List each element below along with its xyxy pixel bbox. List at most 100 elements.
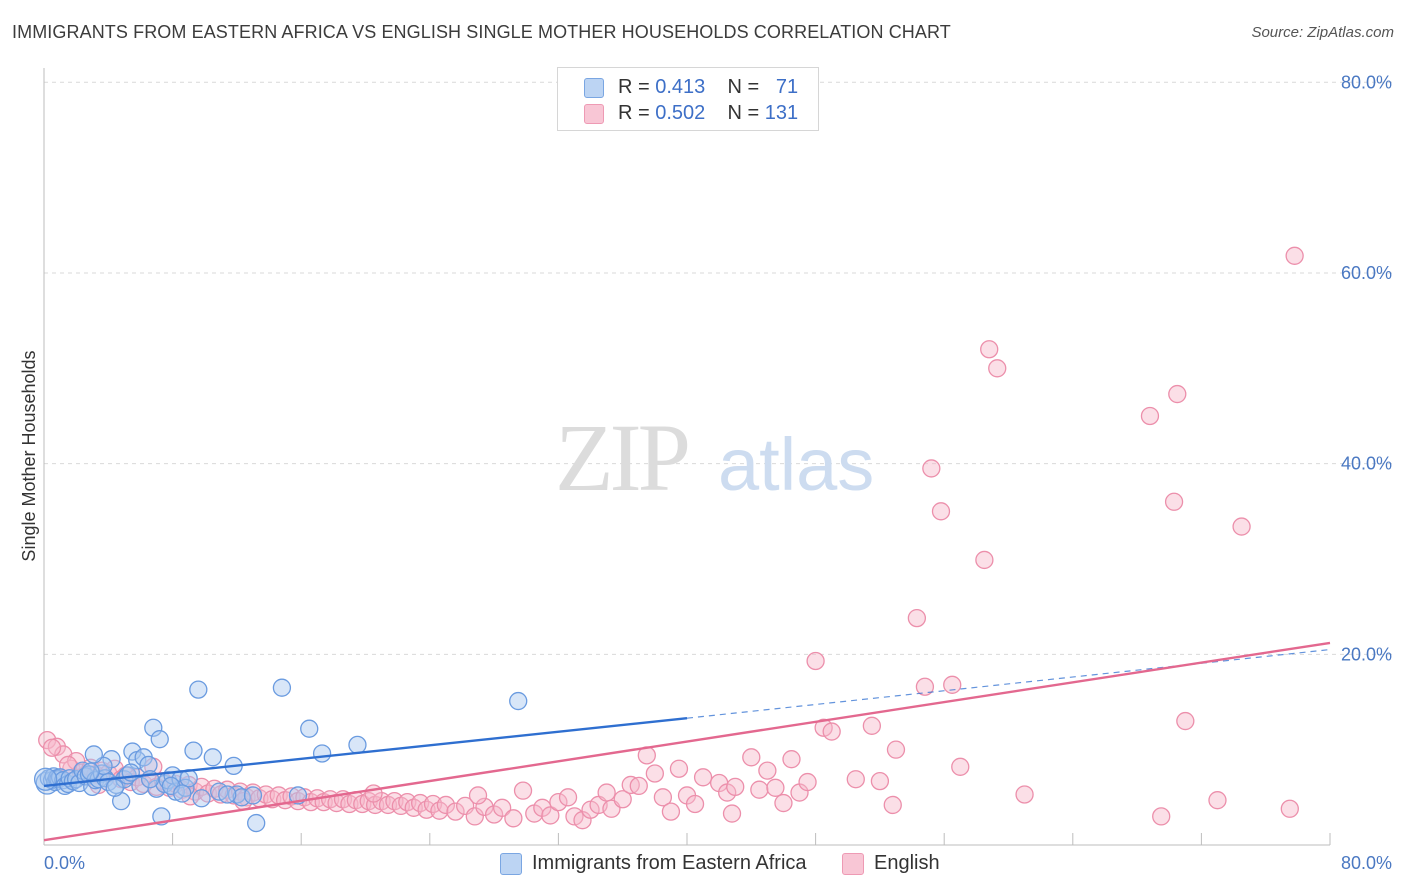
data-point-english	[693, 768, 713, 787]
series-english	[38, 246, 1304, 830]
data-point-english	[1152, 807, 1171, 826]
data-point-english	[436, 795, 456, 815]
data-point-english	[411, 793, 430, 813]
data-point-immigrants	[81, 762, 100, 781]
data-point-english	[886, 740, 906, 759]
data-point-immigrants	[218, 785, 237, 804]
y-axis-label: Single Mother Households	[19, 350, 39, 561]
data-point-english	[597, 783, 616, 802]
chart-title: IMMIGRANTS FROM EASTERN AFRICA VS ENGLIS…	[12, 22, 951, 42]
data-point-english	[549, 792, 568, 812]
grid-lines	[44, 81, 1392, 655]
data-point-english	[1285, 246, 1304, 265]
legend-r-value: 0.502	[655, 102, 706, 124]
data-point-english	[492, 798, 512, 817]
data-point-english	[870, 771, 890, 791]
data-point-english	[423, 794, 443, 814]
data-point-immigrants	[232, 788, 251, 807]
data-point-english	[782, 750, 801, 769]
data-point-english	[613, 790, 632, 809]
x-tick-label: 0.0%	[44, 853, 85, 873]
data-point-immigrants	[123, 742, 142, 761]
data-point-english	[1232, 517, 1251, 536]
axes	[43, 68, 1331, 846]
data-point-immigrants	[105, 778, 124, 797]
legend-label-pink: English	[874, 852, 940, 874]
tick-labels: 20.0% 40.0% 60.0% 80.0% 0.0% 80.0%	[44, 72, 1392, 873]
correlation-legend: R = 0.413 N = 71 R = 0.502 N = 131	[557, 67, 819, 131]
data-point-english	[931, 502, 951, 521]
data-point-english	[726, 777, 745, 796]
data-point-immigrants	[300, 719, 319, 738]
data-point-english	[846, 770, 865, 789]
data-point-english	[862, 716, 882, 735]
watermark-zip: ZIP	[555, 404, 688, 511]
y-tick-label: 80.0%	[1341, 72, 1392, 92]
legend-r-value: 0.413	[655, 76, 706, 98]
data-point-english	[1140, 406, 1160, 426]
data-point-english	[1176, 711, 1195, 731]
data-point-english	[558, 788, 578, 807]
legend-swatch-blue	[500, 853, 522, 875]
data-point-immigrants	[348, 735, 367, 755]
data-point-immigrants	[192, 789, 211, 808]
data-point-immigrants	[144, 718, 163, 737]
x-tick-label: 80.0%	[1341, 853, 1392, 873]
data-point-english	[822, 722, 841, 741]
series-immigrants-eastern-africa	[33, 678, 528, 833]
legend-r-label: R =	[618, 76, 650, 98]
source-label: Source: ZipAtlas.com	[1251, 24, 1394, 41]
data-point-english	[742, 748, 761, 767]
data-point-immigrants	[184, 741, 203, 760]
data-point-immigrants	[173, 784, 192, 803]
data-point-english	[943, 675, 962, 694]
data-point-english	[1164, 492, 1184, 511]
data-point-english	[645, 764, 664, 783]
data-point-english	[465, 807, 484, 826]
data-point-english	[774, 793, 793, 813]
y-tick-label: 60.0%	[1341, 263, 1392, 283]
legend-label-blue: Immigrants from Eastern Africa	[532, 852, 807, 874]
watermark: ZIP atlas	[555, 404, 874, 511]
data-point-english	[951, 757, 970, 776]
data-point-english	[685, 794, 705, 814]
data-point-immigrants	[312, 744, 332, 763]
data-point-immigrants	[139, 755, 158, 775]
data-point-english	[475, 797, 494, 817]
trend-line-english	[43, 641, 1331, 842]
data-point-immigrants	[272, 678, 292, 697]
trend-lines	[43, 641, 1331, 842]
data-point-english	[915, 677, 935, 696]
data-point-immigrants	[84, 745, 103, 764]
data-point-english	[975, 550, 994, 570]
data-point-english	[988, 359, 1007, 378]
data-point-english	[1168, 384, 1187, 404]
data-point-immigrants	[243, 786, 263, 805]
data-point-immigrants	[150, 730, 169, 749]
data-point-english	[661, 802, 681, 821]
legend-swatch-pink	[842, 853, 864, 875]
data-point-english	[750, 780, 769, 799]
data-point-english	[798, 772, 817, 792]
data-point-english	[446, 802, 465, 821]
data-point-english	[541, 806, 560, 825]
legend-r-label: R =	[618, 102, 650, 124]
y-tick-label: 20.0%	[1341, 644, 1392, 664]
legend-n-label: N =	[727, 76, 760, 98]
data-point-english	[766, 778, 785, 797]
watermark-atlas: atlas	[718, 423, 874, 506]
data-point-english	[468, 786, 488, 805]
data-point-english	[758, 761, 777, 780]
trend-line-immigrants-extension	[686, 648, 1331, 719]
data-point-english	[504, 809, 523, 828]
y-tick-label: 40.0%	[1341, 454, 1392, 474]
data-point-english	[883, 795, 902, 815]
data-point-immigrants	[189, 680, 208, 699]
data-point-immigrants	[227, 785, 247, 804]
data-point-english	[980, 340, 999, 359]
data-point-immigrants	[203, 748, 222, 767]
data-point-english	[1280, 799, 1299, 818]
data-point-english	[1208, 791, 1227, 810]
data-point-english	[42, 738, 62, 757]
